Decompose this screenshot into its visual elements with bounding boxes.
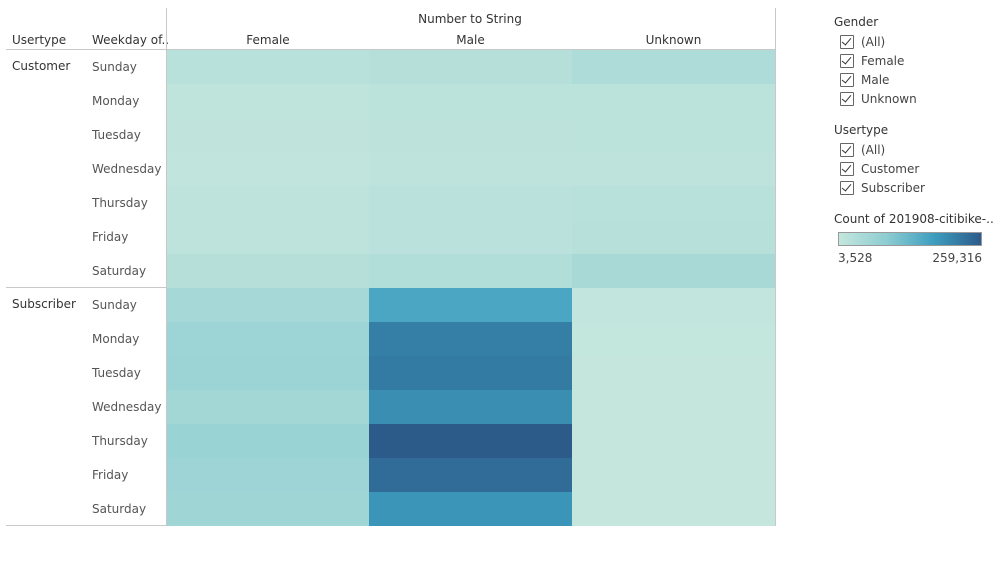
heatmap-cell-customer-monday-female[interactable] xyxy=(167,84,369,118)
heatmap-cell-subscriber-thursday-male[interactable] xyxy=(369,424,572,458)
group-label-subscriber[interactable]: Subscriber xyxy=(12,297,76,311)
checkbox-checked-icon[interactable] xyxy=(840,73,854,87)
checkbox-checked-icon[interactable] xyxy=(840,181,854,195)
heatmap-cell-subscriber-sunday-female[interactable] xyxy=(167,288,369,322)
heatmap-cell-customer-thursday-male[interactable] xyxy=(369,186,572,220)
row-label-subscriber-tuesday: Tuesday xyxy=(92,366,141,380)
usertype-option-subscriber[interactable]: Subscriber xyxy=(840,181,925,195)
row-label-subscriber-thursday: Thursday xyxy=(92,434,148,448)
row-label-subscriber-saturday: Saturday xyxy=(92,502,147,516)
legend-min-label: 3,528 xyxy=(838,251,873,265)
usertype-option-all[interactable]: (All) xyxy=(840,143,885,157)
row-label-customer-friday: Friday xyxy=(92,230,129,244)
checkbox-checked-icon[interactable] xyxy=(840,162,854,176)
heatmap-cell-subscriber-friday-male[interactable] xyxy=(369,458,572,492)
heatmap-cell-subscriber-wednesday-female[interactable] xyxy=(167,390,369,424)
heatmap-cell-customer-monday-male[interactable] xyxy=(369,84,572,118)
heatmap-cell-customer-thursday-female[interactable] xyxy=(167,186,369,220)
heatmap-cell-subscriber-wednesday-male[interactable] xyxy=(369,390,572,424)
heatmap-cell-subscriber-saturday-female[interactable] xyxy=(167,492,369,526)
column-group-title: Number to String xyxy=(418,12,522,26)
heatmap-cell-subscriber-thursday-unknown[interactable] xyxy=(572,424,775,458)
heatmap-cell-customer-saturday-male[interactable] xyxy=(369,254,572,288)
gender-option-all[interactable]: (All) xyxy=(840,35,885,49)
checkbox-checked-icon[interactable] xyxy=(840,143,854,157)
heatmap-cell-customer-saturday-female[interactable] xyxy=(167,254,369,288)
heatmap-cell-customer-sunday-unknown[interactable] xyxy=(572,50,775,84)
group-label-customer[interactable]: Customer xyxy=(12,59,71,73)
column-header-unknown[interactable]: Unknown xyxy=(645,33,702,47)
heatmap-cell-subscriber-saturday-male[interactable] xyxy=(369,492,572,526)
usertype-filter-title: Usertype xyxy=(834,123,889,137)
heatmap-cell-customer-wednesday-unknown[interactable] xyxy=(572,152,775,186)
heatmap-cell-subscriber-sunday-male[interactable] xyxy=(369,288,572,322)
gender-option-label: (All) xyxy=(861,35,886,49)
heatmap-cell-customer-friday-male[interactable] xyxy=(369,220,572,254)
row-label-subscriber-wednesday: Wednesday xyxy=(92,400,162,414)
heatmap-cell-subscriber-saturday-unknown[interactable] xyxy=(572,492,775,526)
usertype-option-customer[interactable]: Customer xyxy=(840,162,919,176)
usertype-option-label: Subscriber xyxy=(861,181,925,195)
row-label-subscriber-monday: Monday xyxy=(92,332,140,346)
checkbox-checked-icon[interactable] xyxy=(840,92,854,106)
usertype-header[interactable]: Usertype xyxy=(12,33,67,47)
column-header-male[interactable]: Male xyxy=(456,33,485,47)
heatmap-cell-subscriber-sunday-unknown[interactable] xyxy=(572,288,775,322)
heatmap-cell-subscriber-wednesday-unknown[interactable] xyxy=(572,390,775,424)
row-label-customer-wednesday: Wednesday xyxy=(92,162,162,176)
row-label-customer-sunday: Sunday xyxy=(92,60,137,74)
row-label-customer-tuesday: Tuesday xyxy=(92,128,141,142)
gender-option-female[interactable]: Female xyxy=(840,54,904,68)
heatmap-cell-customer-friday-female[interactable] xyxy=(167,220,369,254)
heatmap-cell-customer-thursday-unknown[interactable] xyxy=(572,186,775,220)
heatmap-cell-customer-sunday-female[interactable] xyxy=(167,50,369,84)
heatmap-cell-customer-tuesday-male[interactable] xyxy=(369,118,572,152)
gender-option-label: Unknown xyxy=(861,92,917,106)
heatmap-cell-customer-tuesday-unknown[interactable] xyxy=(572,118,775,152)
checkbox-checked-icon[interactable] xyxy=(840,35,854,49)
header-divider xyxy=(6,49,776,50)
heatmap-cell-customer-saturday-unknown[interactable] xyxy=(572,254,775,288)
heatmap-cell-customer-tuesday-female[interactable] xyxy=(167,118,369,152)
heatmap-cell-subscriber-monday-unknown[interactable] xyxy=(572,322,775,356)
heatmap-cell-subscriber-friday-unknown[interactable] xyxy=(572,458,775,492)
heatmap-cell-customer-monday-unknown[interactable] xyxy=(572,84,775,118)
heatmap-cell-subscriber-tuesday-unknown[interactable] xyxy=(572,356,775,390)
gender-option-label: Male xyxy=(861,73,890,87)
heatmap-cell-subscriber-thursday-female[interactable] xyxy=(167,424,369,458)
heatmap-cell-subscriber-tuesday-male[interactable] xyxy=(369,356,572,390)
row-label-customer-thursday: Thursday xyxy=(92,196,148,210)
heatmap-cell-subscriber-monday-female[interactable] xyxy=(167,322,369,356)
gender-option-male[interactable]: Male xyxy=(840,73,889,87)
row-label-subscriber-sunday: Sunday xyxy=(92,298,137,312)
row-label-customer-monday: Monday xyxy=(92,94,140,108)
heatmap-cell-customer-friday-unknown[interactable] xyxy=(572,220,775,254)
row-label-subscriber-friday: Friday xyxy=(92,468,129,482)
row-label-customer-saturday: Saturday xyxy=(92,264,147,278)
weekday-header[interactable]: Weekday of.. xyxy=(92,33,170,47)
checkbox-checked-icon[interactable] xyxy=(840,54,854,68)
heatmap-cell-subscriber-monday-male[interactable] xyxy=(369,322,572,356)
usertype-option-label: Customer xyxy=(861,162,920,176)
gender-option-unknown[interactable]: Unknown xyxy=(840,92,917,106)
heatmap-cell-subscriber-friday-female[interactable] xyxy=(167,458,369,492)
legend-max-label: 259,316 xyxy=(932,251,982,265)
axis-divider-left xyxy=(166,8,167,526)
heatmap-cell-subscriber-tuesday-female[interactable] xyxy=(167,356,369,390)
gender-option-label: Female xyxy=(861,54,905,68)
legend-title: Count of 201908-citibike-.. xyxy=(834,212,994,226)
gender-filter-title: Gender xyxy=(834,15,879,29)
usertype-option-label: (All) xyxy=(861,143,886,157)
column-header-female[interactable]: Female xyxy=(246,33,290,47)
legend-color-ramp xyxy=(838,232,982,246)
heatmap-cell-customer-wednesday-female[interactable] xyxy=(167,152,369,186)
heatmap-cell-customer-wednesday-male[interactable] xyxy=(369,152,572,186)
axis-divider-right xyxy=(775,8,776,526)
heatmap-cell-customer-sunday-male[interactable] xyxy=(369,50,572,84)
